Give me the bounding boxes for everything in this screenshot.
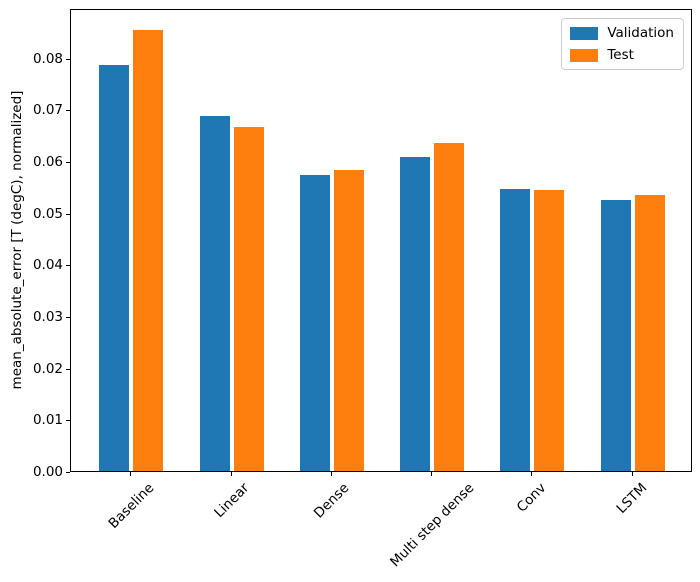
x-tick-mark	[230, 472, 232, 476]
y-tick-label: 0.04	[32, 257, 63, 274]
x-tick-label-baseline: Baseline	[105, 480, 157, 532]
y-axis-label: mean_absolute_error [T (degC), normalize…	[9, 90, 25, 390]
y-tick-mark	[66, 110, 70, 112]
x-tick-mark	[330, 472, 332, 476]
bar-validation-multi-step-dense	[400, 157, 431, 471]
legend-label: Validation	[607, 25, 674, 41]
y-tick-label: 0.03	[32, 308, 63, 325]
legend-swatch-validation	[570, 26, 599, 40]
bar-test-multi-step-dense	[434, 143, 465, 471]
bar-test-dense	[333, 169, 364, 471]
x-tick-label-linear: Linear	[210, 480, 252, 521]
y-tick-label: 0.00	[32, 464, 63, 480]
x-tick-mark	[531, 472, 533, 476]
y-tick-label: 0.05	[32, 205, 63, 222]
x-tick-label-multi-step-dense: Multi step dense	[386, 480, 478, 571]
legend-entry-validation: Validation	[570, 25, 674, 41]
y-tick-mark	[66, 368, 70, 370]
y-tick-mark	[66, 58, 70, 60]
y-tick-label: 0.08	[32, 50, 63, 67]
bar-validation-conv	[500, 189, 531, 471]
bar-validation-lstm	[600, 200, 631, 471]
bar-test-baseline	[133, 30, 164, 471]
bar-validation-dense	[299, 174, 330, 471]
bar-validation-linear	[199, 116, 230, 471]
plot-area	[70, 9, 692, 472]
x-tick-mark	[431, 472, 433, 476]
legend: Validation Test	[561, 18, 684, 70]
x-tick-label-conv: Conv	[514, 480, 550, 516]
y-tick-label: 0.06	[32, 153, 63, 170]
x-tick-label-lstm: LSTM	[613, 480, 651, 517]
bar-test-lstm	[634, 195, 665, 471]
y-tick-mark	[66, 420, 70, 422]
y-tick-label: 0.01	[32, 412, 63, 429]
y-tick-mark	[66, 316, 70, 318]
bar-validation-baseline	[99, 65, 130, 471]
legend-label: Test	[607, 47, 634, 63]
y-tick-label: 0.02	[32, 360, 63, 377]
legend-swatch-test	[570, 48, 599, 62]
y-tick-mark	[66, 161, 70, 163]
bar-test-conv	[534, 190, 565, 471]
y-tick-label: 0.07	[32, 102, 63, 119]
y-tick-mark	[66, 213, 70, 215]
legend-entry-test: Test	[570, 47, 674, 63]
x-tick-label-dense: Dense	[310, 480, 353, 522]
x-tick-mark	[130, 472, 132, 476]
y-tick-mark	[66, 472, 70, 473]
y-tick-mark	[66, 265, 70, 267]
x-tick-mark	[631, 472, 633, 476]
bar-test-linear	[233, 127, 264, 471]
